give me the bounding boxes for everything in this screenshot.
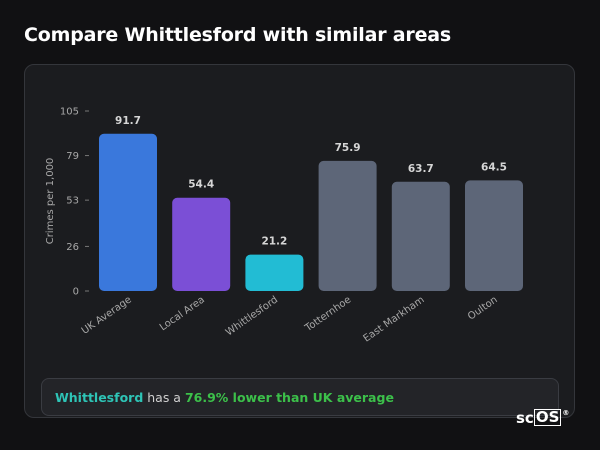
x-tick-label: Whittlesford bbox=[224, 294, 280, 338]
y-tick-label: 79 bbox=[66, 151, 79, 162]
y-tick-label: 105 bbox=[60, 107, 79, 118]
data-label: 91.7 bbox=[115, 115, 141, 127]
crime-bar-chart: Crimes per 1,000 0 26 53 79 105 91.7 UK Average… bbox=[45, 107, 523, 345]
summary-box: Whittlesford has a 76.9% lower than UK a… bbox=[41, 378, 559, 416]
x-tick-label: UK Average bbox=[80, 294, 134, 336]
page-title: Compare Whittlesford with similar areas bbox=[24, 24, 452, 46]
brand-boxed: OS bbox=[533, 408, 562, 426]
data-label: 54.4 bbox=[188, 179, 214, 191]
brand-prefix: sc bbox=[516, 409, 534, 427]
data-label: 63.7 bbox=[408, 163, 434, 175]
bar-oulton bbox=[465, 180, 523, 291]
x-tick-label: Totternhoe bbox=[302, 294, 353, 334]
summary-difference: 76.9% lower than UK average bbox=[184, 390, 394, 405]
chart-card: Crimes per 1,000 0 26 53 79 105 91.7 UK Average… bbox=[24, 64, 575, 418]
x-tick-label: East Markham bbox=[362, 294, 427, 344]
data-label: 21.2 bbox=[261, 236, 287, 248]
bar-totternhoe bbox=[318, 160, 377, 291]
brand-mark: ® bbox=[562, 409, 570, 417]
bar-whittlesford bbox=[245, 254, 304, 291]
x-tick-label: Local Area bbox=[158, 294, 207, 333]
brand-logo: sc OS ® bbox=[516, 409, 569, 427]
bar-local-area bbox=[172, 197, 231, 291]
y-axis-title: Crimes per 1,000 bbox=[45, 158, 56, 245]
y-tick-label: 53 bbox=[66, 196, 79, 207]
summary-text: has a bbox=[143, 390, 185, 405]
y-tick-label: 0 bbox=[73, 287, 79, 298]
bar-uk-average bbox=[99, 133, 157, 291]
bar-east-markham bbox=[391, 181, 450, 291]
summary-area-name: Whittlesford bbox=[55, 390, 144, 405]
data-label: 64.5 bbox=[481, 161, 507, 173]
data-label: 75.9 bbox=[335, 142, 361, 154]
y-tick-label: 26 bbox=[66, 242, 79, 253]
x-tick-label: Oulton bbox=[466, 294, 500, 322]
